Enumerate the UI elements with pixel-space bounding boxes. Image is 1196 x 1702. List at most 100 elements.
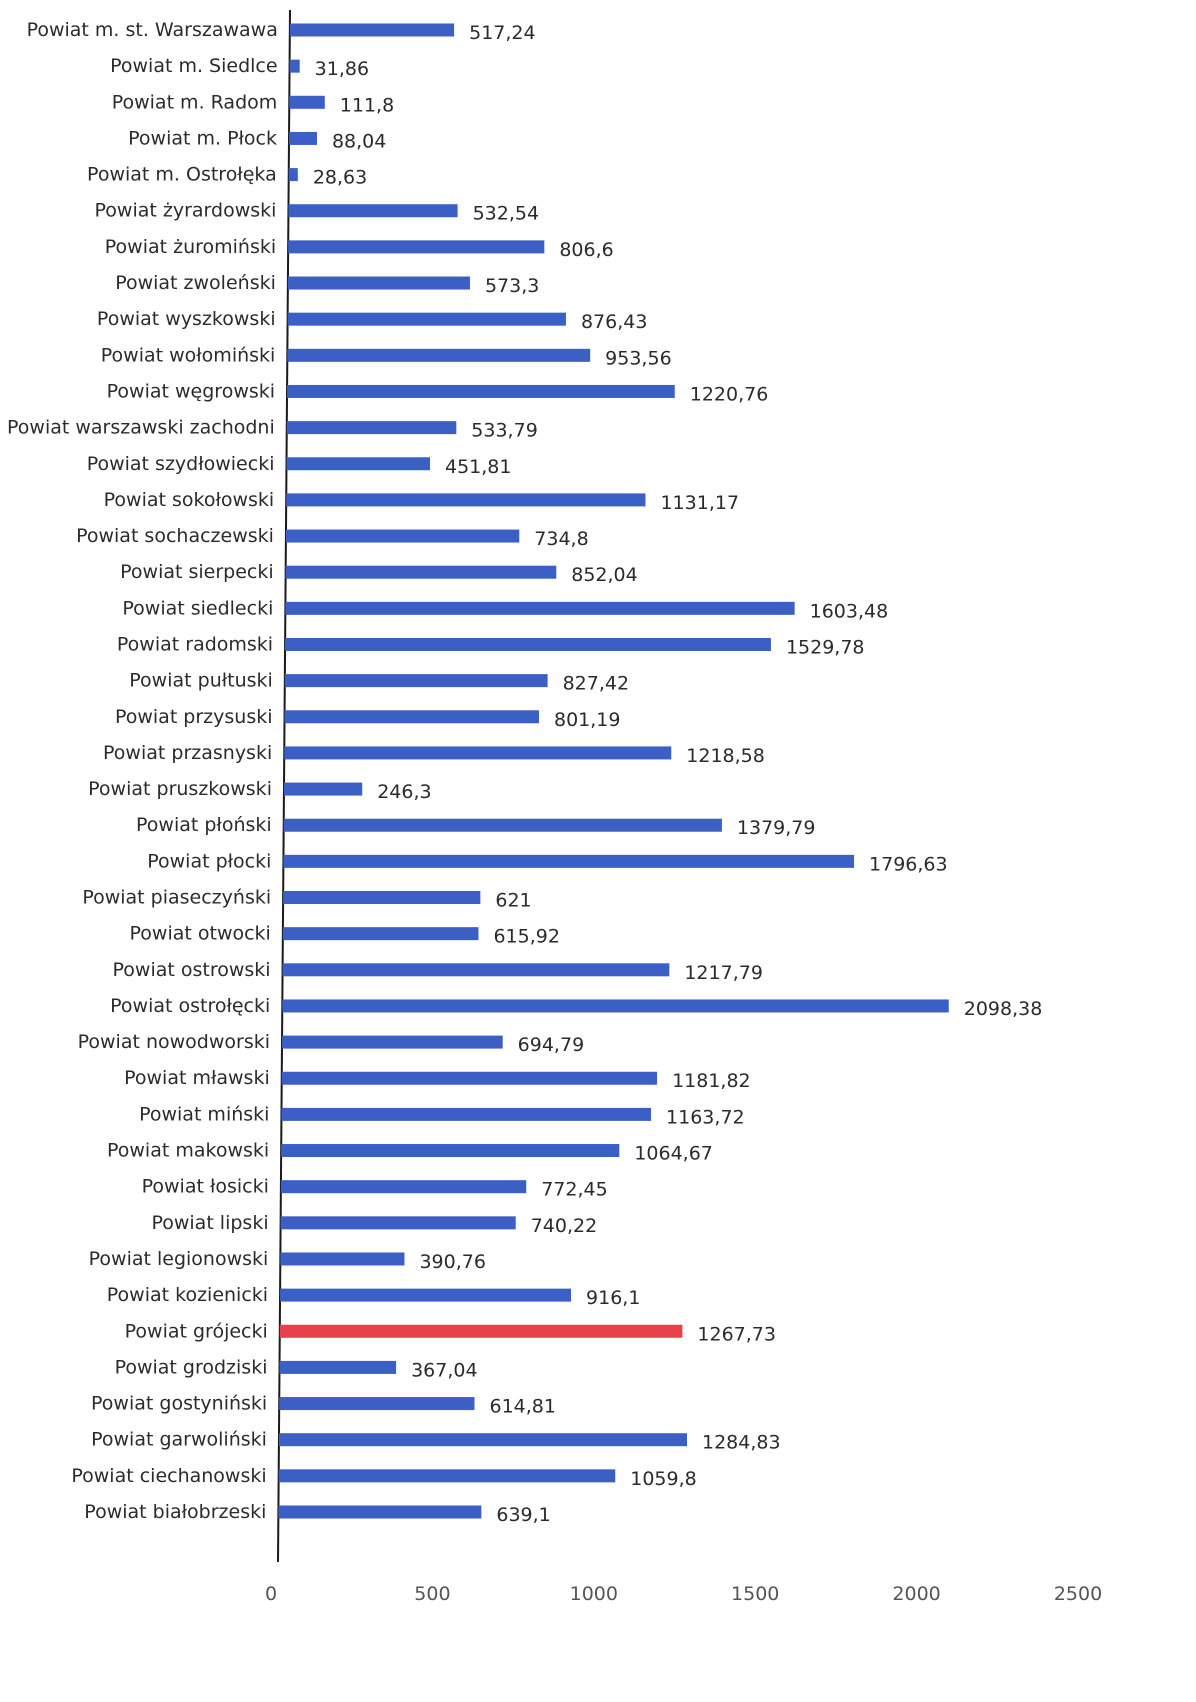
bar	[280, 1361, 397, 1374]
category-label: Powiat ostrołęcki	[110, 995, 270, 1017]
bar	[282, 1036, 503, 1049]
bar	[287, 349, 590, 362]
value-label: 390,76	[419, 1251, 485, 1273]
value-label: 1131,17	[660, 492, 739, 514]
bar	[283, 927, 479, 940]
value-label: 740,22	[531, 1215, 597, 1237]
bar	[281, 1144, 619, 1157]
category-label: Powiat pruszkowski	[88, 778, 272, 800]
bar	[288, 313, 566, 326]
bar	[288, 204, 457, 217]
bar	[287, 421, 457, 434]
value-label: 1181,82	[672, 1070, 751, 1092]
value-label: 1284,83	[702, 1432, 781, 1454]
x-axis-ticks: 0 500 1000 1500 2000 2500	[265, 1583, 1102, 1605]
value-label: 246,3	[377, 781, 431, 803]
value-label: 28,63	[313, 167, 367, 189]
x-tick-label: 1000	[570, 1583, 618, 1605]
bar	[281, 1216, 516, 1229]
bar	[285, 602, 794, 615]
value-label: 88,04	[332, 130, 386, 152]
category-label: Powiat makowski	[107, 1140, 269, 1162]
category-label: Powiat m. Radom	[112, 91, 278, 113]
value-label: 532,54	[473, 203, 539, 225]
bar	[284, 746, 671, 759]
category-label: Powiat m. Siedlce	[110, 55, 277, 77]
bar	[283, 891, 480, 904]
category-label: Powiat legionowski	[89, 1248, 269, 1270]
bar	[289, 168, 298, 181]
value-label: 1796,63	[869, 853, 948, 875]
bars-group: Powiat m. st. Warszawawa 517,24 Powiat m. …	[7, 19, 1042, 1526]
bar	[279, 1469, 616, 1482]
value-label: 31,86	[315, 58, 369, 80]
category-label: Powiat ciechanowski	[71, 1465, 266, 1487]
value-label: 1064,67	[634, 1143, 713, 1165]
value-label: 916,1	[586, 1287, 640, 1309]
bar	[288, 277, 470, 290]
category-label: Powiat żuromiński	[105, 236, 276, 258]
category-label: Powiat sierpecki	[120, 561, 274, 583]
category-label: Powiat m. Płock	[128, 127, 277, 149]
bar	[283, 855, 854, 868]
category-label: Powiat grójecki	[125, 1320, 268, 1342]
bar	[288, 240, 544, 253]
bar	[280, 1325, 683, 1338]
x-tick-label: 1500	[731, 1583, 779, 1605]
category-label: Powiat zwoleński	[115, 272, 276, 294]
category-label: Powiat przysuski	[115, 706, 273, 728]
value-label: 2098,38	[964, 998, 1043, 1020]
value-label: 111,8	[340, 94, 394, 116]
category-label: Powiat sokołowski	[104, 489, 275, 511]
bar	[280, 1289, 571, 1302]
value-label: 1217,79	[684, 962, 763, 984]
category-label: Powiat nowodworski	[78, 1031, 270, 1053]
bar	[283, 963, 670, 976]
value-label: 639,1	[496, 1504, 550, 1526]
bar	[285, 674, 548, 687]
category-label: Powiat łosicki	[142, 1176, 269, 1198]
value-label: 367,04	[411, 1359, 477, 1381]
bar	[284, 783, 362, 796]
bar	[285, 710, 539, 723]
category-label: Powiat żyrardowski	[95, 200, 277, 222]
value-label: 1379,79	[737, 817, 816, 839]
value-label: 772,45	[541, 1179, 607, 1201]
value-label: 1220,76	[690, 383, 769, 405]
value-label: 806,6	[559, 239, 613, 261]
category-label: Powiat węgrowski	[107, 380, 275, 402]
value-label: 451,81	[445, 456, 511, 478]
bar	[286, 566, 557, 579]
bar	[286, 530, 519, 543]
bar	[290, 24, 454, 37]
value-label: 1218,58	[686, 745, 765, 767]
value-label: 533,79	[471, 420, 537, 442]
category-label: Powiat kozienicki	[107, 1284, 268, 1306]
x-tick-label: 2500	[1054, 1583, 1102, 1605]
category-label: Powiat radomski	[117, 633, 273, 655]
category-label: Powiat otwocki	[130, 923, 271, 945]
value-label: 1529,78	[786, 636, 865, 658]
category-label: Powiat gostyniński	[91, 1393, 267, 1415]
category-label: Powiat białobrzeski	[84, 1501, 266, 1523]
bar	[282, 1072, 657, 1085]
category-label: Powiat przasnyski	[103, 742, 272, 764]
category-label: Powiat warszawski zachodni	[7, 417, 275, 439]
bar	[278, 1506, 481, 1519]
bar	[280, 1252, 404, 1265]
category-label: Powiat garwoliński	[91, 1429, 267, 1451]
category-label: Powiat wołomiński	[101, 344, 276, 366]
value-label: 615,92	[493, 926, 559, 948]
bar	[287, 385, 675, 398]
value-label: 1059,8	[630, 1468, 696, 1490]
value-label: 573,3	[485, 275, 539, 297]
bar	[284, 819, 722, 832]
category-label: Powiat siedlecki	[122, 597, 273, 619]
bar	[281, 1180, 526, 1193]
category-label: Powiat pułtuski	[129, 670, 273, 692]
category-label: Powiat płoński	[136, 814, 272, 836]
category-label: Powiat grodziski	[115, 1356, 268, 1378]
value-label: 1267,73	[697, 1323, 776, 1345]
value-label: 694,79	[518, 1034, 584, 1056]
